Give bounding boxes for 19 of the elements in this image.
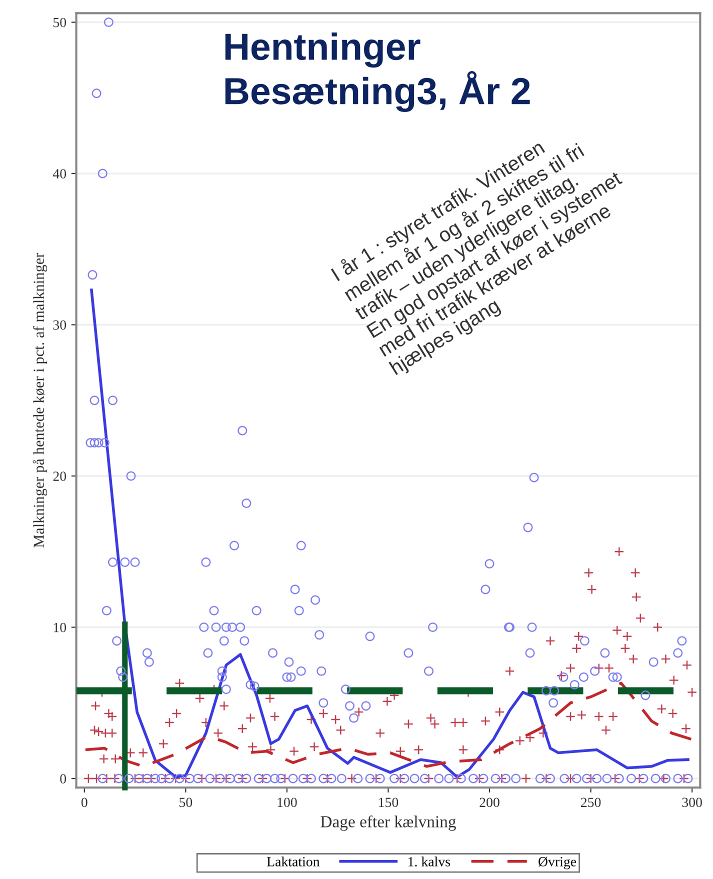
legend-label: 1. kalvs xyxy=(408,856,450,866)
text: Hentninger Besætning3, År 2 xyxy=(225,32,530,112)
y-tick-label: 50 xyxy=(53,18,66,28)
legend-title: Laktation xyxy=(266,856,320,866)
y-tick-label: 20 xyxy=(53,472,66,481)
y-tick-label: 0 xyxy=(60,774,66,784)
x-tick-label: 0 xyxy=(81,798,88,808)
x-axis-title: Dage efter kælvning xyxy=(320,815,456,831)
x-tick-label: 250 xyxy=(580,798,601,808)
x-tick-label: 150 xyxy=(379,798,398,808)
x-tick-label: 50 xyxy=(180,798,192,808)
x-tick-label: 200 xyxy=(480,798,500,808)
y-tick-label: 40 xyxy=(52,169,66,178)
y-axis-title: Malkninger på hentede køer i pct. af malkninger xyxy=(32,252,48,548)
y-tick-label: 30 xyxy=(53,320,66,330)
x-tick-label: 100 xyxy=(278,798,297,808)
x-tick-label: 300 xyxy=(682,798,702,808)
y-tick-label: 10 xyxy=(54,622,66,632)
legend-label: Øvrige xyxy=(538,856,576,870)
